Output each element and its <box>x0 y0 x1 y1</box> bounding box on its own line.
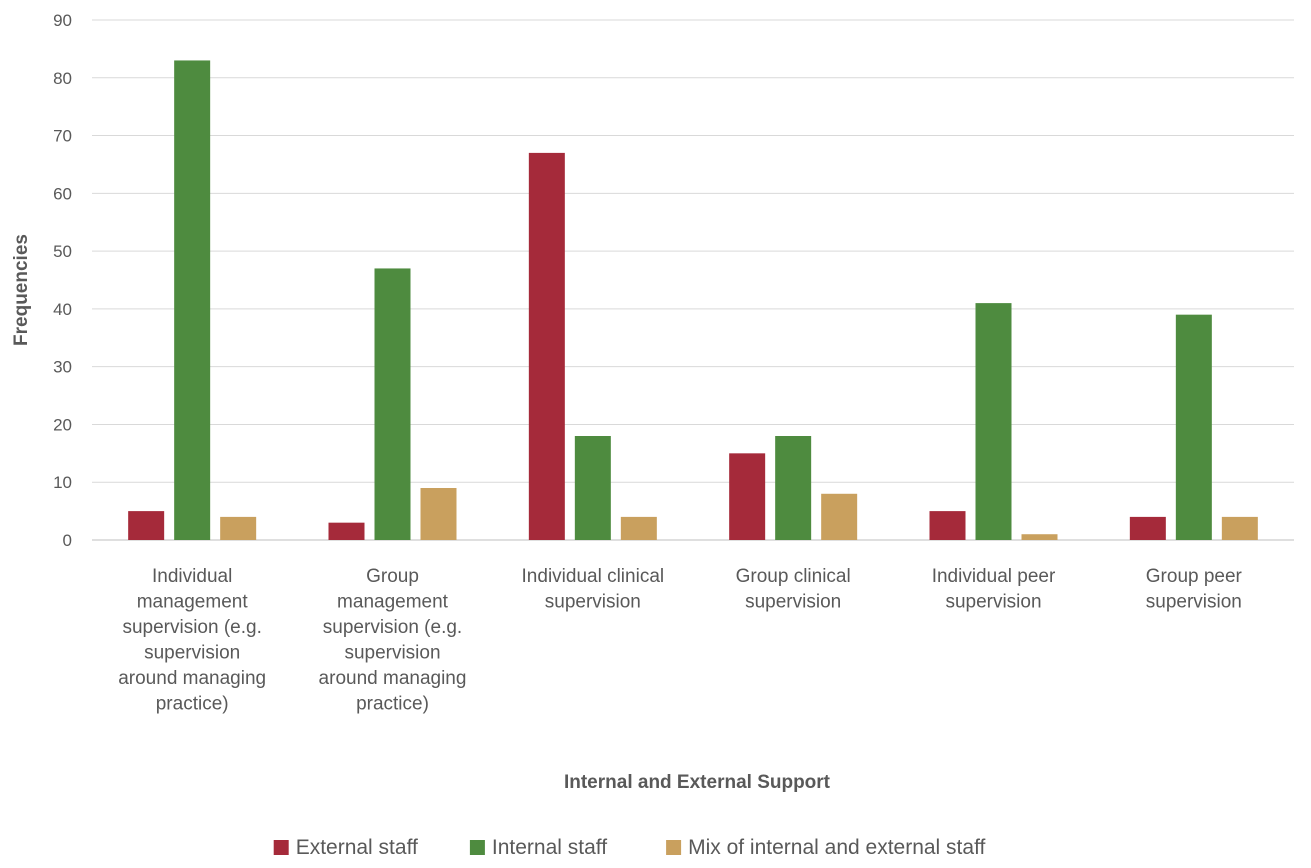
x-category-label-line: practice) <box>356 694 429 715</box>
y-tick-label: 60 <box>53 184 72 203</box>
gridlines <box>92 19 1294 541</box>
x-category-label-line: supervision (e.g. <box>323 617 462 638</box>
x-category-label-line: Individual peer <box>932 566 1056 587</box>
x-category-label-line: around managing <box>319 668 467 689</box>
legend: External staff Internal staff Mix of inter… <box>273 836 986 859</box>
bar <box>528 152 565 540</box>
x-category-label: Group management supervision (e.g. supervis… <box>319 566 467 715</box>
bar <box>1175 314 1212 540</box>
legend-label: Internal staff <box>492 836 607 859</box>
bar <box>328 522 365 540</box>
x-category-label-line: supervision <box>545 592 641 613</box>
x-category-label: Individual clinical supervision <box>522 566 665 613</box>
y-tick-label: 20 <box>53 415 72 434</box>
y-axis-title: Frequencies <box>11 234 32 346</box>
legend-label: Mix of internal and external staff <box>688 836 985 859</box>
x-category-label-line: Individual <box>152 566 232 587</box>
x-category-label-line: supervision <box>945 592 1041 613</box>
x-category-label-line: Individual clinical <box>522 566 665 587</box>
x-category-label: Individual management supervision (e.g. sup… <box>118 566 266 715</box>
x-category-label-line: supervision <box>144 643 240 664</box>
y-tick-label: 30 <box>53 358 72 377</box>
bar <box>220 516 257 540</box>
y-tick-label: 80 <box>53 69 72 88</box>
y-tick-label: 10 <box>53 473 72 492</box>
y-tick-labels: 0 10 20 30 40 50 60 70 80 90 <box>53 11 72 550</box>
y-tick-label: 70 <box>53 127 72 146</box>
legend-item: Internal staff <box>469 836 607 859</box>
bar <box>128 511 165 540</box>
legend-swatch <box>469 840 485 855</box>
bar <box>174 60 211 540</box>
x-category-label-line: Group peer <box>1146 566 1243 587</box>
legend-swatch <box>273 840 289 855</box>
x-category-label: Individual peer supervision <box>932 566 1056 613</box>
legend-item: External staff <box>273 836 418 859</box>
bar <box>420 488 457 540</box>
x-category-label-line: around managing <box>118 668 266 689</box>
x-category-label-line: supervision (e.g. <box>122 617 261 638</box>
x-category-label-line: supervision <box>745 592 841 613</box>
bar <box>775 436 812 540</box>
y-tick-label: 50 <box>53 242 72 261</box>
y-tick-label: 40 <box>53 300 72 319</box>
category-labels: Individual management supervision (e.g. sup… <box>118 566 1242 715</box>
legend-item: Mix of internal and external staff <box>666 836 986 859</box>
x-category-label-line: management <box>337 592 449 613</box>
bar <box>729 453 766 540</box>
y-tick-label: 90 <box>53 11 72 30</box>
legend-swatch <box>666 840 682 855</box>
bar <box>1021 534 1058 540</box>
bar <box>574 436 611 540</box>
bar <box>821 493 858 540</box>
bar <box>1221 516 1258 540</box>
x-category-label: Group peer supervision <box>1146 566 1243 613</box>
y-tick-label: 0 <box>63 531 72 550</box>
legend-label: External staff <box>296 836 418 859</box>
bar <box>374 268 411 540</box>
x-category-label-line: Group <box>366 566 419 587</box>
x-category-label-line: supervision <box>344 643 440 664</box>
bar <box>929 511 966 540</box>
x-category-label-line: practice) <box>156 694 229 715</box>
x-category-label-line: management <box>137 592 249 613</box>
bar <box>1129 516 1166 540</box>
bars <box>128 60 1258 540</box>
x-axis-title: Internal and External Support <box>564 772 831 793</box>
x-category-label: Group clinical supervision <box>736 566 851 613</box>
x-category-label-line: Group clinical <box>736 566 851 587</box>
bar <box>975 303 1012 540</box>
bar <box>620 516 657 540</box>
x-category-label-line: supervision <box>1146 592 1242 613</box>
